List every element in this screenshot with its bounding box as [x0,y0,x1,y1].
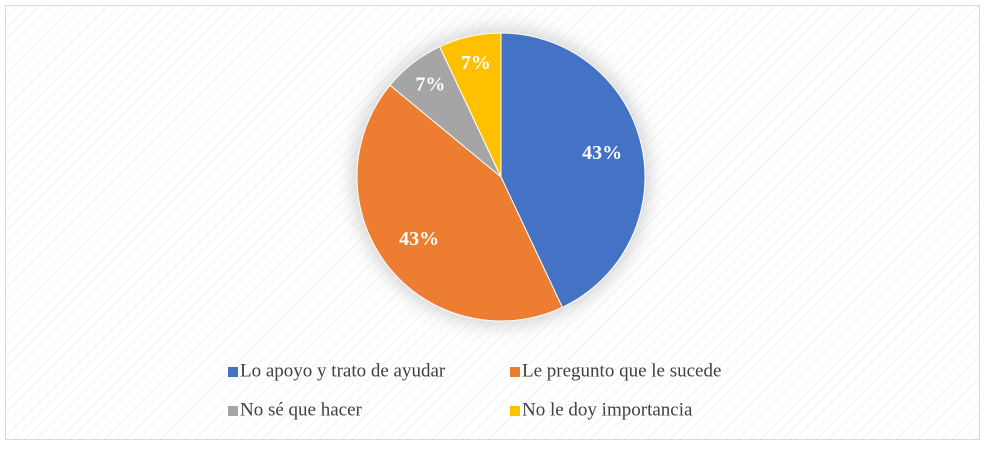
legend-label: Lo apoyo y trato de ayudar [240,360,446,381]
legend-label: No le doy importancia [522,399,693,420]
legend-label: Le pregunto que le sucede [522,360,721,381]
legend-swatch [510,367,520,377]
legend-swatch [228,406,238,416]
legend-swatch [510,406,520,416]
legend-label: No sé que hacer [240,399,363,420]
pie-slice [500,32,646,308]
pie-slice [439,32,502,178]
data-label: 7% [415,74,445,96]
data-label: 43% [399,228,439,250]
data-label: 43% [582,142,622,164]
data-label: 7% [461,52,491,74]
pie-slice [356,84,563,322]
legend-swatch [228,367,238,377]
